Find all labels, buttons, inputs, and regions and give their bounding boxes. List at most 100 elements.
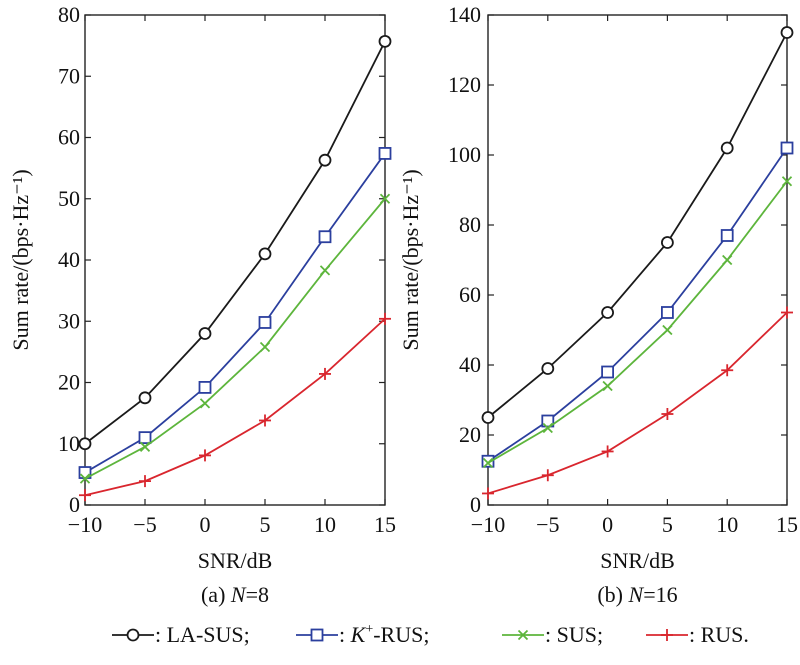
y-tick-label: 120 bbox=[448, 72, 481, 97]
legend-label: : SUS; bbox=[545, 622, 603, 647]
y-tick-label: 80 bbox=[459, 212, 481, 237]
data-point-rus bbox=[79, 489, 91, 502]
data-point-k_rus bbox=[198, 380, 212, 394]
data-point-la_sus bbox=[318, 153, 332, 167]
panel-caption: (b) N=16 bbox=[597, 582, 677, 607]
x-axis-label: SNR/dB bbox=[198, 548, 273, 573]
data-point-sus bbox=[319, 265, 331, 276]
y-tick-label: 80 bbox=[58, 2, 80, 27]
data-point-sus bbox=[781, 176, 793, 187]
legend-marker bbox=[310, 628, 324, 642]
x-tick-label: 0 bbox=[200, 512, 211, 537]
y-tick-label: 140 bbox=[448, 2, 481, 27]
data-point-la_sus bbox=[138, 391, 152, 405]
data-point-rus bbox=[661, 408, 674, 420]
data-point-la_sus bbox=[601, 306, 614, 319]
y-tick-label: 30 bbox=[58, 308, 80, 333]
legend-label: : RUS. bbox=[689, 622, 749, 647]
data-point-k_rus bbox=[138, 431, 152, 445]
data-point-k_rus bbox=[720, 229, 734, 242]
x-tick-label: −5 bbox=[536, 512, 559, 537]
y-tick-label: 0 bbox=[470, 492, 481, 517]
data-point-la_sus bbox=[258, 247, 272, 261]
data-point-k_rus bbox=[601, 365, 614, 379]
x-tick-label: 10 bbox=[716, 512, 738, 537]
x-tick-label: −10 bbox=[68, 512, 102, 537]
x-tick-label: 5 bbox=[260, 512, 271, 537]
series-line-rus bbox=[84, 318, 386, 497]
panel-caption: (a) N=8 bbox=[201, 582, 269, 607]
data-point-sus bbox=[542, 422, 553, 434]
y-tick-label: 60 bbox=[58, 125, 80, 150]
data-point-rus bbox=[199, 449, 211, 462]
x-tick-label: 15 bbox=[776, 512, 798, 537]
data-point-rus bbox=[781, 306, 793, 319]
data-point-rus bbox=[541, 469, 554, 482]
data-point-la_sus bbox=[780, 26, 794, 39]
data-point-sus bbox=[199, 398, 211, 409]
data-point-sus bbox=[259, 341, 271, 353]
data-point-sus bbox=[139, 441, 151, 452]
y-axis-label: Sum rate/(bps·Hz⁻¹) bbox=[398, 169, 423, 350]
x-axis-label: SNR/dB bbox=[600, 548, 675, 573]
data-point-la_sus bbox=[78, 437, 92, 451]
legend-item-la_sus: : LA-SUS; bbox=[112, 622, 250, 647]
data-point-sus bbox=[379, 193, 391, 204]
series-line-k_rus bbox=[487, 147, 788, 462]
data-point-rus bbox=[482, 487, 494, 500]
data-point-la_sus bbox=[720, 141, 734, 155]
data-point-rus bbox=[721, 364, 734, 377]
data-point-k_rus bbox=[661, 306, 674, 319]
data-point-rus bbox=[319, 367, 331, 380]
data-point-rus bbox=[259, 414, 271, 427]
chart-panel-a: −10 −5 0 5 10 15 0 10 20 30 40 50 60 70 80 SNR/dB Sum ra… bbox=[8, 2, 396, 607]
y-tick-label: 50 bbox=[58, 186, 80, 211]
y-tick-label: 10 bbox=[58, 431, 80, 456]
data-point-k_rus bbox=[780, 141, 794, 155]
data-point-rus bbox=[139, 475, 151, 488]
legend-marker bbox=[517, 629, 529, 641]
y-tick-label: 20 bbox=[58, 370, 80, 395]
x-tick-label: 5 bbox=[662, 512, 673, 537]
y-tick-label: 40 bbox=[459, 352, 481, 377]
y-tick-label: 40 bbox=[58, 247, 80, 272]
series-line-la_sus bbox=[487, 32, 788, 419]
legend-marker bbox=[126, 628, 140, 642]
series-line-sus bbox=[487, 180, 788, 464]
x-tick-label: 0 bbox=[602, 512, 613, 537]
series-line-la_sus bbox=[84, 40, 386, 445]
series-line-rus bbox=[487, 311, 788, 495]
legend: : LA-SUS; : K+-RUS; : SUS; : RUS. bbox=[112, 622, 749, 647]
data-point-la_sus bbox=[198, 327, 212, 340]
plot-frame bbox=[487, 14, 788, 506]
data-point-la_sus bbox=[378, 34, 392, 48]
y-axis-label: Sum rate/(bps·Hz⁻¹) bbox=[8, 169, 33, 350]
data-point-rus bbox=[601, 445, 614, 458]
data-point-la_sus bbox=[661, 236, 674, 249]
data-point-sus bbox=[79, 473, 91, 484]
y-tick-label: 0 bbox=[69, 492, 80, 517]
series-line-sus bbox=[84, 198, 386, 480]
legend-item-k_rus: : K+-RUS; bbox=[296, 622, 429, 647]
data-point-la_sus bbox=[481, 411, 495, 424]
legend-label: : K+-RUS; bbox=[339, 622, 429, 647]
data-point-la_sus bbox=[541, 362, 555, 375]
legend-marker bbox=[661, 629, 673, 641]
data-point-sus bbox=[482, 457, 494, 469]
legend-label: : LA-SUS; bbox=[155, 622, 250, 647]
x-tick-label: 10 bbox=[314, 512, 336, 537]
data-point-sus bbox=[602, 380, 613, 392]
legend-item-rus: : RUS. bbox=[646, 622, 749, 647]
data-point-k_rus bbox=[258, 316, 272, 329]
data-point-k_rus bbox=[378, 147, 392, 160]
data-point-k_rus bbox=[318, 230, 332, 244]
y-tick-label: 70 bbox=[58, 63, 80, 88]
data-point-k_rus bbox=[541, 414, 555, 428]
legend-item-sus: : SUS; bbox=[502, 622, 603, 647]
x-tick-label: 15 bbox=[374, 512, 396, 537]
x-tick-label: −10 bbox=[471, 512, 505, 537]
data-point-k_rus bbox=[481, 454, 495, 468]
data-point-sus bbox=[722, 254, 733, 266]
y-tick-label: 100 bbox=[448, 142, 481, 167]
